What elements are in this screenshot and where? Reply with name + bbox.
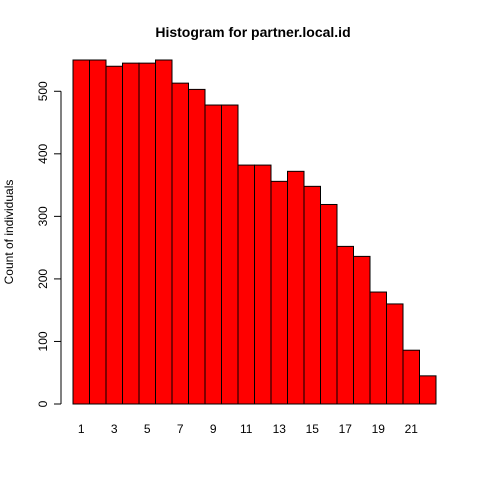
x-tick-label-7: 7 xyxy=(177,422,184,436)
y-tick-label-300: 300 xyxy=(36,206,50,226)
x-tick-label-21: 21 xyxy=(405,422,419,436)
bar-18 xyxy=(353,255,371,405)
bar-3 xyxy=(105,65,123,405)
bar-17 xyxy=(336,245,354,405)
bar-11 xyxy=(237,164,255,405)
x-tick-label-1: 1 xyxy=(78,422,85,436)
bar-8 xyxy=(188,88,206,405)
bar-14 xyxy=(287,170,305,405)
x-tick-label-19: 19 xyxy=(372,422,386,436)
bar-9 xyxy=(204,104,222,405)
x-tick-label-13: 13 xyxy=(273,422,287,436)
chart-title: Histogram for partner.local.id xyxy=(155,24,350,40)
bar-19 xyxy=(369,291,387,405)
bar-10 xyxy=(221,104,239,405)
bar-7 xyxy=(171,82,189,405)
y-tick-label-400: 400 xyxy=(36,143,50,163)
bar-13 xyxy=(270,180,288,405)
y-tick-label-200: 200 xyxy=(36,269,50,289)
x-tick-label-15: 15 xyxy=(306,422,320,436)
y-tick-label-0: 0 xyxy=(36,400,50,407)
x-tick-label-17: 17 xyxy=(339,422,353,436)
x-tick-label-5: 5 xyxy=(144,422,151,436)
bar-21 xyxy=(402,349,420,405)
bar-2 xyxy=(89,59,107,405)
x-axis: 1 3 5 7 9 11 13 15 17 19 21 xyxy=(78,422,418,436)
bar-6 xyxy=(155,59,173,405)
y-axis: 0 100 200 300 400 500 xyxy=(36,81,62,407)
x-tick-label-9: 9 xyxy=(210,422,217,436)
x-tick-label-3: 3 xyxy=(111,422,118,436)
bar-4 xyxy=(122,62,140,405)
bar-5 xyxy=(138,62,156,405)
y-tick-label-500: 500 xyxy=(36,81,50,101)
y-tick-label-100: 100 xyxy=(36,331,50,351)
y-axis-label: Count of individuals xyxy=(2,180,16,285)
bar-1 xyxy=(72,59,90,405)
bars-group xyxy=(72,59,437,405)
x-tick-label-11: 11 xyxy=(240,422,253,436)
bar-20 xyxy=(386,303,404,405)
bar-16 xyxy=(320,203,338,405)
bar-22 xyxy=(419,375,437,405)
bar-15 xyxy=(303,185,321,405)
bar-12 xyxy=(254,164,272,405)
